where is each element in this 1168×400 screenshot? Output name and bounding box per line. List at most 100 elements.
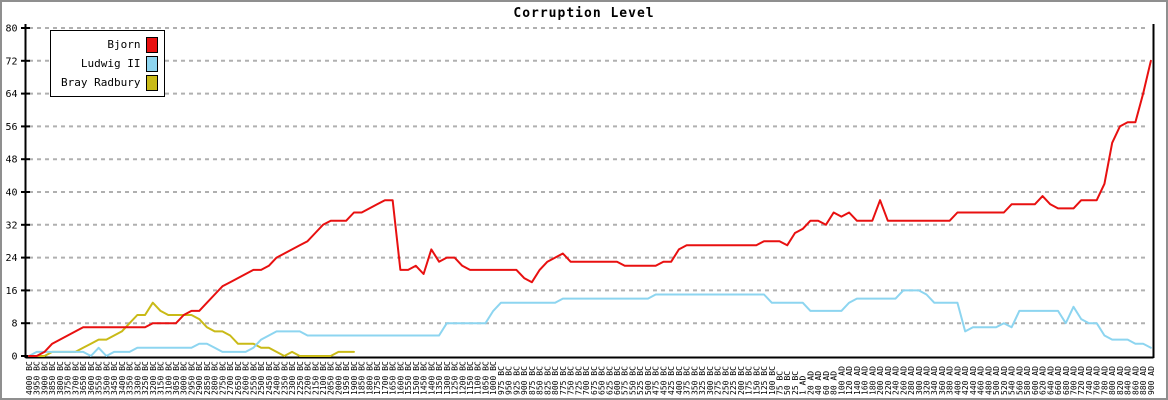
x-axis-label: 840 AD [1124, 366, 1133, 395]
x-axis-label: 3550 BC [95, 361, 104, 395]
x-axis-label: 180 AD [868, 366, 877, 395]
x-axis-label: 240 AD [892, 366, 901, 395]
legend-item: Ludwig II [61, 54, 159, 73]
x-axis-label: 420 AD [961, 366, 970, 395]
x-axis-label: 580 AD [1023, 366, 1032, 395]
x-axis-label: 200 AD [876, 366, 885, 395]
x-axis-label: 2800 BC [211, 361, 220, 395]
y-axis-label: 48 [5, 155, 17, 166]
x-axis-label: 2600 BC [242, 361, 251, 395]
x-axis-label: 3700 BC [71, 361, 80, 395]
x-axis-label: 1350 BC [435, 361, 444, 395]
x-axis-label: 3150 BC [157, 361, 166, 395]
x-axis-label: 440 AD [969, 366, 978, 395]
x-axis-label: 3300 BC [133, 361, 142, 395]
x-axis-label: 20 AD [806, 371, 815, 395]
x-axis-label: 680 AD [1062, 366, 1071, 395]
x-axis-label: 1250 BC [451, 361, 460, 395]
legend-item: Bjorn [61, 35, 159, 54]
x-axis-label: 1 AD [799, 376, 808, 395]
y-axis-label: 72 [5, 56, 17, 67]
x-axis-label: 400 AD [953, 366, 962, 395]
x-axis-label: 1150 BC [466, 361, 475, 395]
x-axis-label: 3000 BC [180, 361, 189, 395]
legend-item: Bray Radbury [61, 73, 159, 92]
x-axis-label: 100 AD [837, 366, 846, 395]
x-axis-label: 60 AD [822, 371, 831, 395]
x-axis-label: 25 BC [791, 371, 800, 395]
x-axis-label: 1050 BC [481, 361, 490, 395]
x-axis-label: 3650 BC [79, 361, 88, 395]
x-axis-label: 575 BC [621, 366, 630, 395]
x-axis-label: 460 AD [977, 366, 986, 395]
x-axis-label: 3850 BC [48, 361, 57, 395]
x-axis-label: 3400 BC [118, 361, 127, 395]
x-axis-label: 325 BC [698, 366, 707, 395]
x-axis-label: 2050 BC [327, 361, 336, 395]
x-axis-label: 225 BC [729, 366, 738, 395]
y-axis-label: 80 [5, 24, 17, 35]
series-line-bjorn [28, 59, 1152, 357]
x-axis-label: 300 AD [915, 366, 924, 395]
x-axis-label: 2450 BC [265, 361, 274, 395]
x-axis-label: 2650 BC [234, 361, 243, 395]
series-line-bray-radbury [28, 301, 355, 357]
x-axis-label: 500 AD [992, 366, 1001, 395]
x-axis-label: 3900 BC [40, 361, 49, 395]
x-axis-label: 120 AD [845, 366, 854, 395]
x-axis-label: 880 AD [1139, 366, 1148, 395]
x-axis-label: 540 AD [1008, 366, 1017, 395]
x-axis-label: 160 AD [861, 366, 870, 395]
y-axis-label: 8 [11, 319, 17, 330]
x-axis-label: 1000 BC [489, 361, 498, 395]
x-axis-label: 700 AD [1069, 366, 1078, 395]
x-axis-label: 3100 BC [164, 361, 173, 395]
x-axis-label: 2950 BC [187, 361, 196, 395]
x-axis-label: 400 BC [675, 366, 684, 395]
x-axis-label: 1300 BC [443, 361, 452, 395]
x-axis-label: 800 AD [1108, 366, 1117, 395]
x-axis-label: 1200 BC [458, 361, 467, 395]
x-axis-label: 725 BC [574, 366, 583, 395]
x-axis-label: 740 AD [1085, 366, 1094, 395]
legend-swatch [146, 36, 159, 53]
legend-swatch [146, 74, 159, 91]
x-axis-label: 475 BC [652, 366, 661, 395]
x-axis-label: 150 BC [752, 366, 761, 395]
x-axis-label: 950 BC [505, 366, 514, 395]
x-axis-label: 360 AD [938, 366, 947, 395]
x-axis-label: 300 BC [706, 366, 715, 395]
x-axis-label: 2150 BC [311, 361, 320, 395]
x-axis-label: 1950 BC [342, 361, 351, 395]
x-axis-label: 2900 BC [195, 361, 204, 395]
x-axis-label: 175 BC [745, 366, 754, 395]
x-axis-label: 1700 BC [381, 361, 390, 395]
x-axis-label: 1900 BC [350, 361, 359, 395]
x-axis-label: 860 AD [1131, 366, 1140, 395]
x-axis-label: 2250 BC [296, 361, 305, 395]
x-axis-label: 50 BC [783, 371, 792, 395]
x-axis-label: 620 AD [1039, 366, 1048, 395]
x-axis-label: 650 BC [598, 366, 607, 395]
x-axis-label: 600 BC [613, 366, 622, 395]
x-axis-label: 3200 BC [149, 361, 158, 395]
x-axis-label: 2400 BC [273, 361, 282, 395]
x-axis-label: 625 BC [605, 366, 614, 395]
chart-title: Corruption Level [513, 6, 655, 21]
x-axis-label: 200 BC [737, 366, 746, 395]
legend: Bjorn Ludwig II Bray Radbury [50, 30, 166, 97]
x-axis-label: 1100 BC [474, 361, 483, 395]
y-axis-label: 16 [5, 286, 17, 297]
x-axis-label: 3350 BC [126, 361, 135, 395]
legend-swatch [146, 55, 159, 72]
x-axis-label: 425 BC [667, 366, 676, 395]
x-axis-label: 900 AD [1147, 366, 1156, 395]
x-axis-label: 1750 BC [373, 361, 382, 395]
x-axis-label: 2500 BC [257, 361, 266, 395]
x-axis-label: 2000 BC [334, 361, 343, 395]
x-axis-label: 2200 BC [304, 361, 313, 395]
x-axis-label: 1850 BC [358, 361, 367, 395]
x-axis-label: 250 BC [721, 366, 730, 395]
y-axis-label: 24 [5, 253, 17, 264]
